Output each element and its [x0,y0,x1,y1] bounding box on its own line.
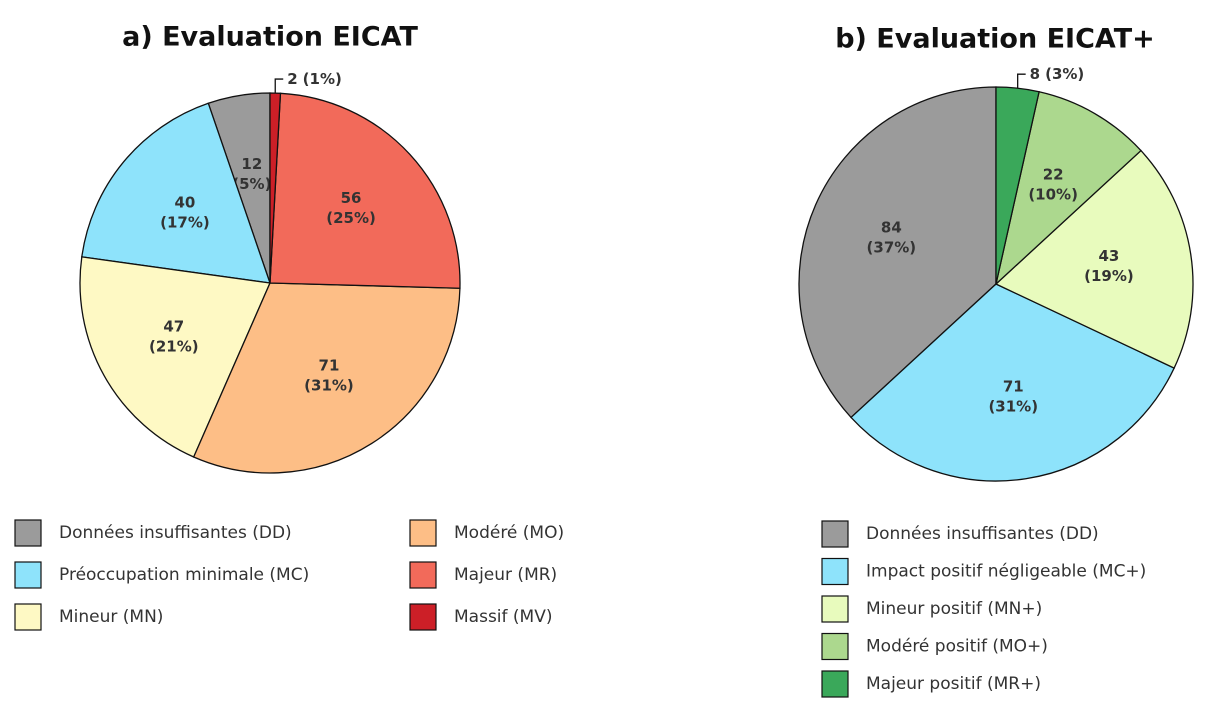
pie-slice [995,86,1040,285]
legend-label: Massif (MV) [454,607,552,627]
pie-slice [79,256,271,458]
chart-title: b) Evaluation EICAT+ [835,24,1155,55]
leader-line [1017,73,1026,89]
value-label: 12 [241,155,262,173]
data-label: 2 (1%) [287,70,342,88]
legend-swatch [14,603,42,631]
chart-title: a) Evaluation EICAT [122,22,418,53]
pie-slice [994,90,1142,286]
legend-swatch [409,603,437,631]
value-label: 84 [881,219,902,237]
percent-label: (31%) [304,377,354,395]
legend-swatch [409,519,437,547]
legend-swatch [821,670,849,698]
legend-swatch [14,561,42,589]
legend-swatch [821,632,849,661]
legend-swatch [821,557,849,586]
legend-swatch [14,519,42,547]
value-label: 22 [1043,166,1064,184]
percent-label: (37%) [867,239,917,257]
legend-swatch [821,595,849,623]
leader-line [274,78,284,94]
percent-label: (5%) [232,175,271,193]
legend-label: Mineur (MN) [59,607,163,627]
value-label: 2 [287,70,297,88]
value-label: 56 [341,189,362,207]
percent-label: (31%) [988,397,1038,415]
percent-label: (17%) [160,213,210,231]
legend-label: Modéré (MO) [454,523,564,543]
percent-label: (10%) [1028,186,1078,204]
legend-swatch [821,520,849,548]
value-label: 47 [163,317,184,335]
legend-label: Impact positif négligeable (MC+) [866,562,1146,582]
value-label: 43 [1099,247,1120,265]
legend-label: Préoccupation minimale (MC) [59,565,309,585]
percent-label: (19%) [1084,267,1134,285]
value-label: 8 [1030,65,1040,83]
pie-slice [850,283,1176,482]
legend-label: Données insuffisantes (DD) [866,524,1099,544]
legend-swatch [409,561,437,589]
pie-slice [192,282,461,474]
percent-label: (1%) [303,70,342,88]
legend-label: Données insuffisantes (DD) [59,523,292,543]
value-label: 71 [1003,377,1024,395]
percent-label: (21%) [149,337,199,355]
value-label: 40 [174,193,195,211]
legend-label: Modéré positif (MO+) [866,637,1048,657]
pie-slice [81,102,271,284]
value-label: 71 [319,357,340,375]
percent-label: (25%) [326,209,376,227]
legend-label: Majeur positif (MR+) [866,674,1041,694]
legend-label: Majeur (MR) [454,565,557,585]
pie-slice [798,86,997,419]
pie-slice [994,149,1194,369]
pie-slice [269,92,461,289]
legend-label: Mineur positif (MN+) [866,599,1042,619]
data-label: 8 (3%) [1030,65,1085,83]
percent-label: (3%) [1045,65,1084,83]
